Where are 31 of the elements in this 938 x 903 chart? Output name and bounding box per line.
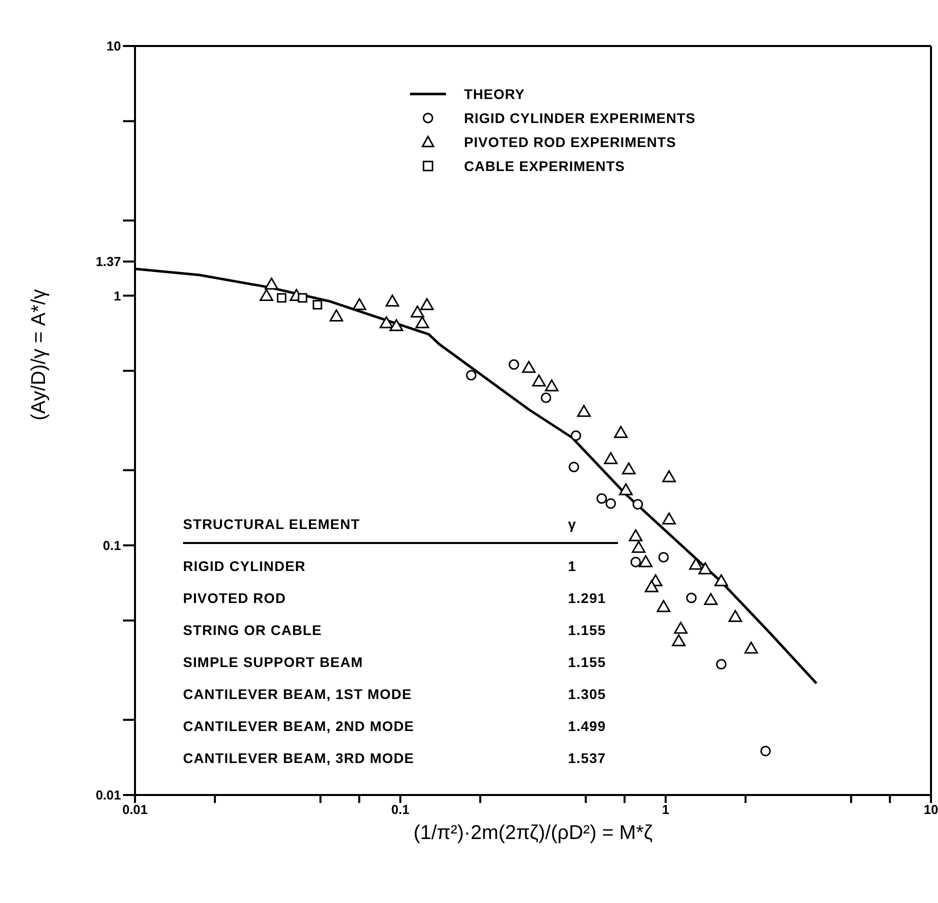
annotation: 1	[568, 558, 578, 574]
annotation: RIGID CYLINDER	[183, 558, 306, 574]
legend-label: CABLE EXPERIMENTS	[464, 158, 625, 174]
x-axis-title: (1/π²)·2m(2πζ)/(ρD²) = M*ζ	[413, 822, 653, 844]
annotation: STRING OR CABLE	[183, 622, 322, 638]
x-tick-label: 1	[662, 802, 670, 818]
x-tick-label: 0.01	[122, 802, 148, 818]
y-tick-label: 1.37	[96, 254, 121, 270]
legend-label: RIGID CYLINDER EXPERIMENTS	[464, 110, 696, 126]
annotation: CANTILEVER BEAM, 3RD MODE	[183, 750, 414, 766]
y-axis-title: (Ay/D)/γ = A*/γ	[28, 289, 50, 420]
y-tick-label: 10	[106, 38, 121, 54]
annotation: 1.305	[568, 686, 608, 702]
annotation: γ	[568, 516, 578, 532]
y-tick-label: 0.01	[96, 788, 121, 803]
annotation: 1.155	[568, 654, 608, 670]
annotation: 1.499	[568, 718, 608, 734]
y-tick-label: 1	[114, 288, 121, 304]
annotation: 1.537	[568, 750, 608, 766]
annotation: 1.155	[568, 622, 608, 638]
legend-label: THEORY	[464, 86, 525, 102]
annotation: CANTILEVER BEAM, 2ND MODE	[183, 718, 414, 734]
x-tick-label: 10	[924, 802, 938, 818]
annotation: CANTILEVER BEAM, 1ST MODE	[183, 686, 412, 702]
y-tick-label: 0.1	[102, 538, 121, 553]
legend-label: PIVOTED ROD EXPERIMENTS	[464, 134, 676, 150]
annotation: PIVOTED ROD	[183, 590, 286, 606]
annotation: 1.291	[568, 590, 608, 606]
x-tick-label: 0.1	[391, 802, 410, 818]
annotation: SIMPLE SUPPORT BEAM	[183, 654, 364, 670]
annotation: STRUCTURAL ELEMENT	[183, 516, 360, 532]
